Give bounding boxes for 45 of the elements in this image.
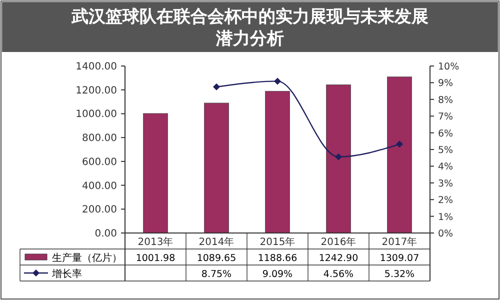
y-tick-label: 200.00 xyxy=(82,204,117,216)
y-tick-label: 600.00 xyxy=(82,156,117,168)
y2-tick-label: 10% xyxy=(438,62,460,72)
bar xyxy=(204,102,229,234)
data-label: 1188.66 xyxy=(258,253,298,264)
x-tick-label: 2017年 xyxy=(382,236,418,248)
data-label: 9.09% xyxy=(262,269,293,280)
legend-label: 生产量（亿片） xyxy=(52,252,122,264)
legend-label: 增长率 xyxy=(51,268,82,280)
bar xyxy=(387,76,412,234)
bar xyxy=(143,113,168,234)
y2-tick-label: 3% xyxy=(438,178,454,190)
y-tick-label: 0.00 xyxy=(94,228,117,240)
y2-tick-label: 7% xyxy=(438,112,454,123)
x-tick-label: 2016年 xyxy=(320,236,356,248)
x-tick-label: 2014年 xyxy=(198,236,234,248)
y2-tick-label: 2% xyxy=(438,195,454,206)
point xyxy=(213,83,220,90)
y2-tick-label: 6% xyxy=(438,128,454,140)
data-label: 1001.98 xyxy=(136,253,176,264)
bar xyxy=(265,90,290,234)
y-tick-label: 800.00 xyxy=(82,133,117,144)
y2-tick-label: 1% xyxy=(438,212,454,223)
point xyxy=(396,140,403,148)
x-tick-label: 2013年 xyxy=(138,236,174,248)
y2-tick-label: 5% xyxy=(438,145,454,156)
y2-tick-label: 8% xyxy=(438,94,454,106)
y-tick-label: 1000.00 xyxy=(76,109,117,120)
y-tick-label: 1200.00 xyxy=(76,85,117,96)
x-tick-label: 2015年 xyxy=(260,236,296,248)
y2-tick-label: 4% xyxy=(438,162,454,173)
bar xyxy=(326,84,351,234)
y2-tick-label: 0% xyxy=(438,228,454,240)
y-tick-label: 1400.00 xyxy=(76,62,117,72)
data-label: 8.75% xyxy=(201,269,232,280)
data-label: 1242.90 xyxy=(318,253,358,264)
y-tick-label: 400.00 xyxy=(82,180,117,192)
data-label: 4.56% xyxy=(323,269,354,280)
data-label: 1089.65 xyxy=(196,253,236,264)
y2-tick-label: 9% xyxy=(438,78,454,90)
point xyxy=(274,78,281,85)
chart-title: 武汉篮球队在联合会杯中的实力展现与未来发展潜力分析 xyxy=(70,7,428,49)
data-label: 5.32% xyxy=(384,269,415,280)
point xyxy=(335,153,342,160)
data-label: 1309.07 xyxy=(380,253,420,264)
